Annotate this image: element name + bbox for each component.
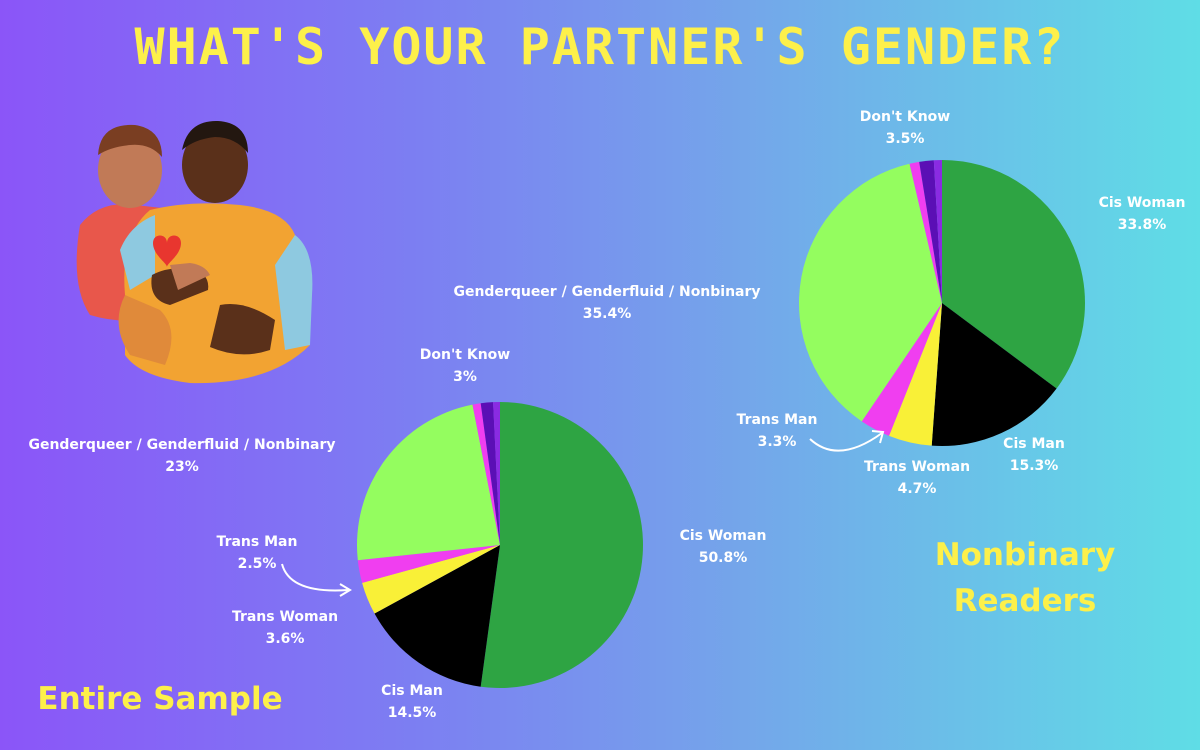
pie-slice-cis-woman [480,402,643,688]
pie-slice-don-t-know-3 [933,160,942,303]
label-entire-cis-woman: Cis Woman 50.8% [679,528,767,566]
pie-slice-cis-man [931,303,1057,446]
label-entire-cis-man: Cis Man 14.5% [381,683,443,721]
label-entire-dont-know: Don't Know 3% [419,347,511,385]
label-nb-genderqueer: Genderqueer / Genderfluid / Nonbinary 35.… [453,284,761,322]
pie-chart-entire-sample [357,402,643,688]
pie-slice-genderqueer-genderfluid-nonbinary [799,163,942,422]
pie-slice-trans-man [357,545,500,583]
label-nb-cis-man: Cis Man 15.3% [1003,436,1065,474]
pie-slice-genderqueer-genderfluid-nonbinary [357,404,500,561]
pie-slice-trans-woman [889,303,942,446]
pie-slice-trans-man [861,303,942,436]
label-nb-trans-woman: Trans Woman 4.7% [863,459,971,497]
label-entire-genderqueer: Genderqueer / Genderfluid / Nonbinary 23% [28,437,336,475]
label-nb-cis-woman: Cis Woman 33.8% [1098,195,1186,233]
label-nb-dont-know: Don't Know 3.5% [859,109,951,147]
caption-entire-sample: Entire Sample [37,681,283,717]
pie-slice-don-t-know-2 [919,160,942,303]
arrow-entire-trans-man [281,563,352,597]
pie-chart-nonbinary-readers [799,160,1085,446]
label-nb-trans-man: Trans Man 3.3% [736,412,818,450]
label-entire-trans-woman: Trans Woman 3.6% [231,609,339,647]
caption-nonbinary-readers: Nonbinary Readers [934,537,1116,619]
pie-slice-cis-woman [942,160,1085,389]
label-entire-trans-man: Trans Man 2.5% [216,534,298,572]
pie-slice-cis-man [374,545,500,687]
pie-slice-don-t-know-3 [493,402,500,545]
pie-slice-don-t-know-1 [909,161,942,303]
pie-slice-trans-woman [362,545,500,614]
chart-title: WHAT'S YOUR PARTNER'S GENDER? [134,18,1066,76]
pie-slice-don-t-know-1 [472,403,500,545]
couple-illustration [76,120,313,384]
pie-slice-don-t-know-2 [480,402,500,545]
arrow-nb-trans-man [809,430,885,452]
